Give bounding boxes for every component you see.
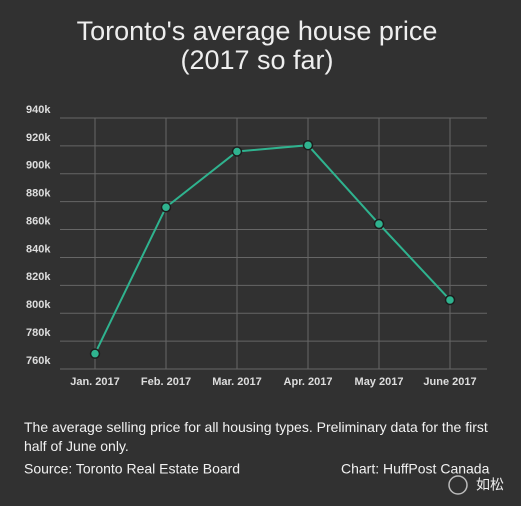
y-tick-label: 800k — [26, 299, 51, 311]
data-point — [89, 348, 101, 359]
x-tick-label: Jan. 2017 — [70, 376, 120, 388]
caption-box: The average selling price for all housin… — [24, 419, 488, 454]
x-tick-label: Feb. 2017 — [141, 376, 191, 388]
data-point — [302, 139, 314, 151]
data-point — [444, 294, 456, 306]
watermark: 如松 — [476, 477, 504, 493]
y-tick-label: 760k — [26, 355, 51, 367]
caption: The average selling price for all housin… — [24, 419, 488, 454]
chart-title: Toronto's average house price — [77, 16, 438, 46]
y-tick-label: 920k — [26, 132, 51, 144]
y-tick-label: 900k — [26, 160, 51, 172]
x-tick-label: Apr. 2017 — [284, 376, 333, 388]
x-tick-label: Mar. 2017 — [212, 376, 262, 388]
credit: Chart: HuffPost Canada — [341, 461, 490, 477]
data-point — [373, 218, 385, 230]
x-tick-label: June 2017 — [423, 376, 476, 388]
y-tick-label: 820k — [26, 271, 51, 283]
y-tick-label: 780k — [26, 327, 51, 339]
series-line — [94, 144, 451, 355]
watermark-icon — [448, 475, 468, 495]
chart-subtitle: (2017 so far) — [180, 45, 333, 75]
y-tick-label: 840k — [26, 243, 51, 255]
x-tick-label: May 2017 — [355, 376, 404, 388]
data-point — [231, 146, 243, 157]
data-point — [160, 201, 172, 213]
y-tick-label: 880k — [26, 188, 51, 200]
source: Source: Toronto Real Estate Board — [24, 461, 240, 477]
y-tick-label: 940k — [26, 104, 51, 116]
y-tick-label: 860k — [26, 215, 51, 227]
